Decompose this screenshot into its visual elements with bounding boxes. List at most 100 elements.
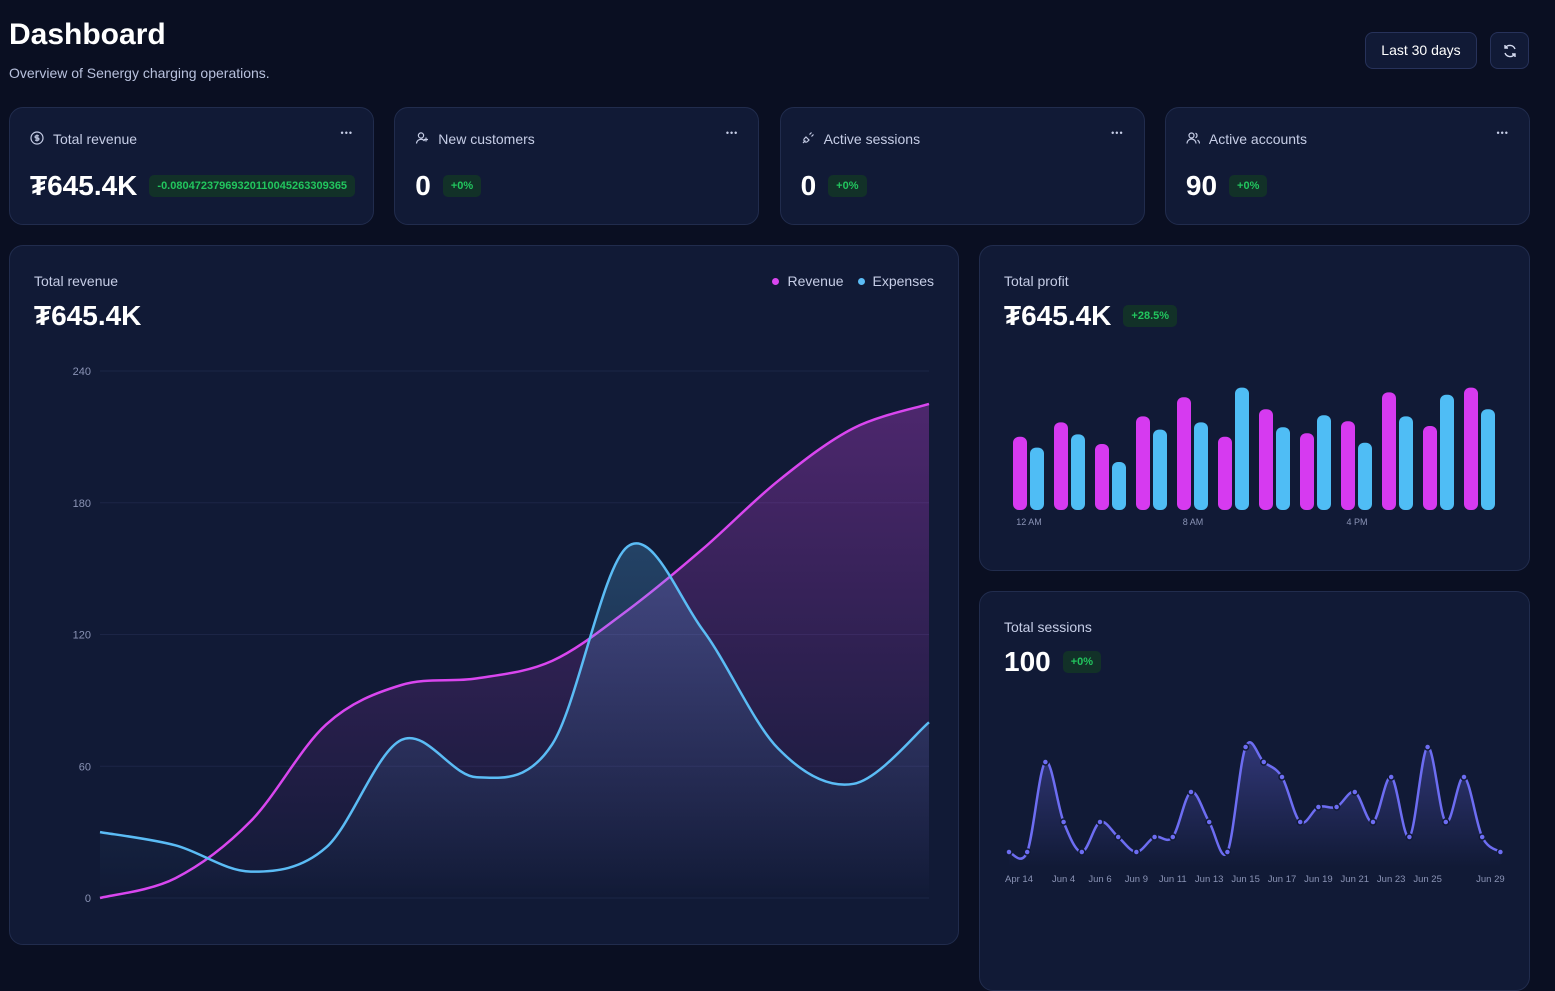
- stat-icon: [1186, 131, 1200, 150]
- x-tick-label: Jun 11: [1159, 874, 1187, 885]
- stat-value-row: 0 +0%: [415, 170, 482, 202]
- bar: [1464, 387, 1478, 510]
- x-tick-label: Jun 23: [1377, 874, 1406, 885]
- point: [1442, 818, 1450, 826]
- bar: [1054, 422, 1068, 510]
- stat-value-row: ₮645.4K -0.08047237969320110045263309365: [30, 170, 356, 202]
- stat-value-row: 0 +0%: [801, 170, 867, 202]
- card-title: Total sessions: [1004, 619, 1092, 635]
- stat-card: Total revenue ••• ₮645.4K -0.08047237969320…: [9, 107, 374, 225]
- point: [1296, 818, 1304, 826]
- stat-value-row: 90 +0%: [1185, 170, 1268, 202]
- point: [1405, 833, 1414, 841]
- bar: [1276, 427, 1290, 510]
- y-tick-label: 180: [73, 498, 91, 510]
- icon: [416, 132, 429, 144]
- bar: [1358, 442, 1372, 510]
- card-title: Total revenue: [34, 273, 119, 289]
- bar: [1136, 416, 1150, 510]
- y-tick-label: 120: [73, 630, 91, 642]
- bar: [1153, 429, 1167, 510]
- bar: [1013, 436, 1027, 510]
- legend-dot: [857, 277, 865, 285]
- x-tick-label: Jun 13: [1195, 874, 1224, 885]
- point: [1387, 773, 1395, 781]
- more-menu[interactable]: •••: [725, 128, 739, 138]
- point: [1496, 848, 1505, 856]
- icon: [1186, 132, 1200, 144]
- legend-dot: [772, 277, 780, 285]
- bar: [1112, 462, 1126, 510]
- bar: [1071, 434, 1085, 510]
- card-value: ₮645.4K: [1004, 300, 1112, 331]
- point: [1241, 743, 1250, 751]
- point: [1423, 743, 1432, 751]
- series-line: [99, 402, 930, 900]
- point: [1369, 818, 1377, 826]
- stat-card: New customers ••• 0 +0%: [394, 107, 760, 225]
- legend-item: Revenue: [772, 273, 844, 289]
- point: [1059, 818, 1068, 826]
- point: [1332, 803, 1341, 811]
- series-line: [99, 542, 930, 873]
- point: [1314, 803, 1323, 811]
- bar: [1218, 436, 1232, 510]
- bar: [1382, 392, 1396, 510]
- refresh-button[interactable]: [1490, 32, 1529, 69]
- card-value: ₮645.4K: [34, 300, 142, 331]
- more-menu[interactable]: •••: [340, 128, 353, 138]
- stat-icon: [415, 131, 429, 150]
- x-tick-label: 4 PM: [1346, 517, 1367, 527]
- x-tick-label: 8 AM: [1183, 517, 1204, 527]
- profit-card: Total profit ₮645.4K +28.5%: [979, 245, 1530, 571]
- point: [1460, 773, 1468, 781]
- bar: [1030, 447, 1044, 510]
- change-badge: -0.08047237969320110045263309365: [149, 175, 356, 197]
- bar: [1194, 422, 1208, 510]
- change-badge: +28.5%: [1123, 305, 1178, 327]
- point: [1078, 848, 1086, 856]
- stat-label: New customers: [438, 131, 535, 147]
- point: [1260, 758, 1268, 766]
- card-value: 100: [1004, 646, 1051, 677]
- page-subtitle: Overview of Senergy charging operations.: [9, 65, 270, 81]
- stat-value: 0: [415, 170, 431, 201]
- y-tick-label: 0: [85, 893, 91, 905]
- point: [1023, 848, 1031, 856]
- bar: [1235, 387, 1249, 510]
- x-tick-label: Jun 15: [1231, 874, 1260, 885]
- charts: 0 60 120 180 240 12 AM 8 AM 4 PM Apr 14 Jun 4 Jun …: [73, 366, 1505, 905]
- bar: [1300, 433, 1314, 510]
- legend-item: Expenses: [857, 273, 934, 289]
- stat-icon: [801, 131, 815, 150]
- bar: [1177, 397, 1191, 510]
- more-menu[interactable]: •••: [1111, 128, 1124, 138]
- stat-label: Active accounts: [1208, 131, 1307, 147]
- point: [1205, 818, 1213, 826]
- stat-icon: [30, 131, 44, 150]
- range-button[interactable]: Last 30 days: [1365, 32, 1477, 69]
- x-tick-label: Apr 14: [1005, 874, 1033, 885]
- y-tick-label: 60: [79, 761, 91, 773]
- point: [1223, 848, 1232, 856]
- point: [1041, 758, 1050, 766]
- x-tick-label: Jun 29: [1476, 874, 1505, 885]
- legend: Revenue Expenses: [772, 273, 934, 289]
- stat-value: 90: [1185, 170, 1218, 201]
- bar: [1317, 415, 1331, 510]
- stat-label: Active sessions: [823, 131, 921, 147]
- icon: [802, 132, 814, 144]
- point: [1005, 848, 1013, 856]
- card-value-row: ₮645.4K +28.5%: [1004, 300, 1178, 332]
- x-tick-label: Jun 4: [1052, 874, 1075, 885]
- bar: [1095, 444, 1109, 510]
- card-title: Total profit: [1004, 273, 1069, 289]
- change-badge: +0%: [442, 175, 482, 197]
- series-line: [1008, 741, 1502, 860]
- point: [1478, 833, 1486, 841]
- x-tick-label: Jun 9: [1125, 874, 1148, 885]
- point: [1278, 773, 1286, 781]
- page: Dashboard Overview of Senergy charging o…: [9, 18, 1530, 991]
- more-menu[interactable]: •••: [1496, 128, 1509, 138]
- x-tick-label: Jun 25: [1413, 874, 1442, 885]
